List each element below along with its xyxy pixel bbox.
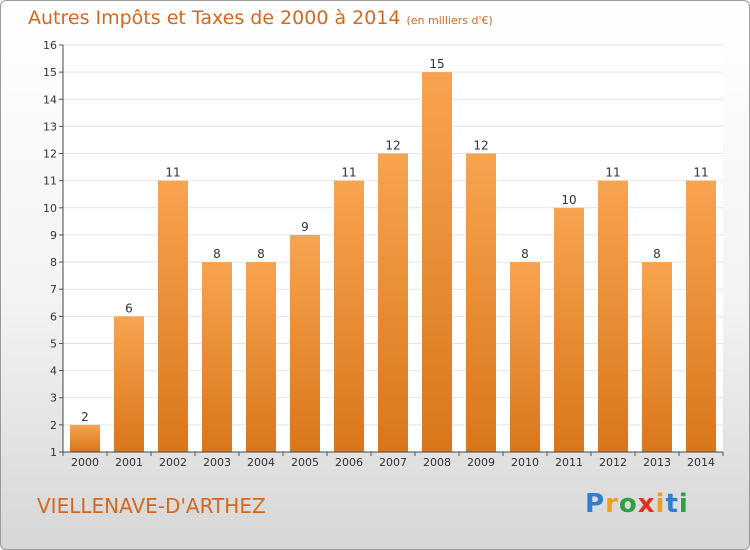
value-label-2004: 8 xyxy=(257,247,265,261)
logo-letter: i xyxy=(678,489,689,519)
value-label-2003: 8 xyxy=(213,247,221,261)
x-tick-label-2014: 2014 xyxy=(687,456,715,469)
y-tick-label: 12 xyxy=(43,148,57,161)
value-label-2010: 8 xyxy=(521,247,529,261)
y-tick-label: 9 xyxy=(50,229,57,242)
bar-2007 xyxy=(378,153,408,453)
y-tick-label: 14 xyxy=(43,93,57,106)
y-tick-label: 2 xyxy=(50,419,57,432)
x-tick-label-2013: 2013 xyxy=(643,456,671,469)
x-tick-label-2004: 2004 xyxy=(247,456,275,469)
x-tick-label-2012: 2012 xyxy=(599,456,627,469)
x-tick-label-2006: 2006 xyxy=(335,456,363,469)
bar-2005 xyxy=(290,234,320,452)
x-tick-label-2009: 2009 xyxy=(467,456,495,469)
commune-name: VIELLENAVE-D'ARTHEZ xyxy=(37,494,266,518)
x-tick-label-2001: 2001 xyxy=(115,456,143,469)
bar-2006 xyxy=(334,180,364,452)
logo-letter: r xyxy=(605,489,619,519)
x-tick-label-2008: 2008 xyxy=(423,456,451,469)
value-label-2014: 11 xyxy=(693,166,708,180)
bar-2003 xyxy=(202,262,232,452)
value-label-2012: 11 xyxy=(605,166,620,180)
bar-2001 xyxy=(114,316,144,452)
bar-2002 xyxy=(158,180,188,452)
value-label-2002: 11 xyxy=(165,166,180,180)
bar-2013 xyxy=(642,262,672,452)
x-tick-label-2010: 2010 xyxy=(511,456,539,469)
value-label-2007: 12 xyxy=(385,139,400,153)
logo-letter: o xyxy=(618,489,638,519)
bar-2014 xyxy=(686,180,716,452)
x-tick-label-2011: 2011 xyxy=(555,456,583,469)
y-tick-label: 13 xyxy=(43,120,57,133)
value-label-2009: 12 xyxy=(473,139,488,153)
y-tick-label: 6 xyxy=(50,310,57,323)
bar-2009 xyxy=(466,153,496,453)
proxiti-logo: Proxiti xyxy=(585,489,689,519)
y-tick-label: 15 xyxy=(43,66,57,79)
value-label-2000: 2 xyxy=(81,410,89,424)
x-tick-label-2002: 2002 xyxy=(159,456,187,469)
y-tick-label: 7 xyxy=(50,283,57,296)
chart-unit: (en milliers d'€) xyxy=(406,14,493,27)
bar-2012 xyxy=(598,180,628,452)
x-tick-label-2007: 2007 xyxy=(379,456,407,469)
x-tick-label-2005: 2005 xyxy=(291,456,319,469)
bars: 2 6 11 8 8 9 11 12 15 12 8 10 11 8 11 xyxy=(70,57,716,453)
y-tick-label: 8 xyxy=(50,256,57,269)
value-label-2006: 11 xyxy=(341,166,356,180)
y-tick-label: 3 xyxy=(50,392,57,405)
value-label-2001: 6 xyxy=(125,301,133,315)
x-tick-label-2003: 2003 xyxy=(203,456,231,469)
y-tick-label: 16 xyxy=(43,39,57,52)
value-label-2011: 10 xyxy=(561,193,576,207)
logo-letter: i xyxy=(655,489,666,519)
chart-title-group: Autres Impôts et Taxes de 2000 à 2014 (en… xyxy=(28,7,493,29)
logo-letter: P xyxy=(585,489,606,519)
y-tick-label: 10 xyxy=(43,202,57,215)
bar-2010 xyxy=(510,262,540,452)
bar-2011 xyxy=(554,207,584,452)
bar-2008 xyxy=(422,72,452,452)
bar-2000 xyxy=(70,424,100,452)
y-tick-label: 11 xyxy=(43,175,57,188)
value-label-2008: 15 xyxy=(429,57,444,71)
bar-2004 xyxy=(246,262,276,452)
y-tick-label: 4 xyxy=(50,365,57,378)
chart-title: Autres Impôts et Taxes de 2000 à 2014 xyxy=(28,7,401,29)
value-label-2005: 9 xyxy=(301,220,309,234)
value-label-2013: 8 xyxy=(653,247,661,261)
y-tick-label: 1 xyxy=(50,446,57,459)
logo-letter: t xyxy=(665,489,679,519)
y-tick-label: 5 xyxy=(50,337,57,350)
x-tick-label-2000: 2000 xyxy=(71,456,99,469)
logo-letter: x xyxy=(637,489,656,519)
